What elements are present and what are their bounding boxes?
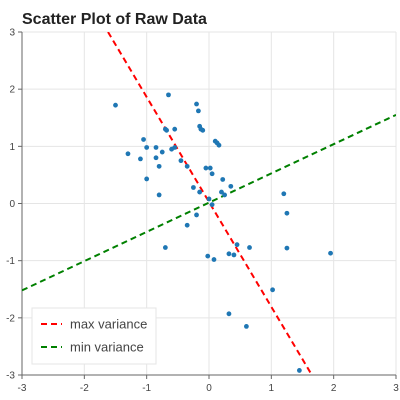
data-point — [194, 101, 199, 107]
data-point — [247, 245, 252, 250]
y-tick-label: 3 — [9, 28, 15, 39]
data-point — [141, 137, 146, 142]
y-tick-label: 2 — [9, 85, 15, 96]
data-point — [164, 127, 170, 133]
data-point — [228, 183, 234, 189]
data-point — [203, 165, 209, 171]
data-point — [184, 222, 190, 228]
y-tick-label: 1 — [9, 142, 15, 153]
data-point — [113, 102, 118, 108]
min-variance-line — [22, 113, 396, 292]
data-point — [191, 185, 196, 190]
data-point — [162, 245, 168, 250]
legend-label[interactable]: min variance — [70, 340, 144, 355]
max-variance-line — [107, 32, 313, 375]
data-points — [113, 92, 333, 373]
data-point — [234, 242, 240, 248]
data-point — [138, 156, 143, 162]
data-point — [244, 324, 249, 329]
data-point — [153, 155, 159, 161]
data-point — [226, 251, 232, 257]
data-point — [197, 189, 203, 195]
legend-label[interactable]: max variance — [70, 317, 147, 332]
series-lines — [22, 32, 396, 375]
x-tick-label: -3 — [18, 383, 27, 394]
data-point — [144, 145, 150, 150]
data-point — [211, 257, 217, 262]
data-point — [198, 126, 204, 132]
data-point — [328, 250, 333, 256]
data-point — [219, 189, 224, 195]
data-point — [284, 245, 290, 251]
data-point — [206, 196, 212, 202]
data-point — [166, 92, 171, 98]
data-point — [178, 158, 184, 164]
data-point — [296, 368, 302, 373]
data-point — [231, 252, 237, 258]
data-point — [216, 142, 222, 148]
legend[interactable]: max variance min variance — [31, 307, 157, 365]
data-point — [144, 176, 150, 182]
data-point — [205, 253, 211, 259]
data-point — [220, 177, 226, 182]
data-point — [153, 145, 159, 150]
data-point — [184, 163, 190, 169]
data-point — [172, 145, 178, 150]
data-point — [196, 108, 201, 114]
x-tick-label: -2 — [80, 383, 89, 394]
data-point — [207, 165, 213, 171]
data-point — [172, 126, 178, 132]
y-tick-label: -1 — [6, 256, 15, 267]
y-tick-label: -3 — [6, 371, 15, 382]
data-point — [209, 202, 215, 208]
chart-title: Scatter Plot of Raw Data — [22, 11, 207, 28]
data-point — [270, 287, 275, 293]
data-point — [209, 171, 215, 177]
data-point — [284, 210, 290, 216]
data-point — [156, 192, 162, 198]
x-tick-label: 1 — [269, 383, 275, 394]
data-point — [226, 311, 232, 317]
x-tick-label: 3 — [393, 383, 399, 394]
x-tick-label: 2 — [331, 383, 337, 394]
legend-box — [31, 307, 157, 365]
x-tick-label: 0 — [206, 383, 212, 394]
data-point — [125, 151, 131, 157]
y-tick-label: 0 — [9, 199, 15, 210]
data-point — [194, 212, 199, 218]
data-point — [156, 163, 162, 169]
data-point — [222, 192, 227, 198]
x-tick-label: -1 — [142, 383, 151, 394]
data-point — [159, 149, 165, 155]
axes: -3 -2 -1 0 1 2 3 -3 -2 -1 0 1 2 3 — [6, 28, 399, 395]
data-point — [281, 191, 287, 197]
y-tick-label: -2 — [6, 313, 15, 324]
